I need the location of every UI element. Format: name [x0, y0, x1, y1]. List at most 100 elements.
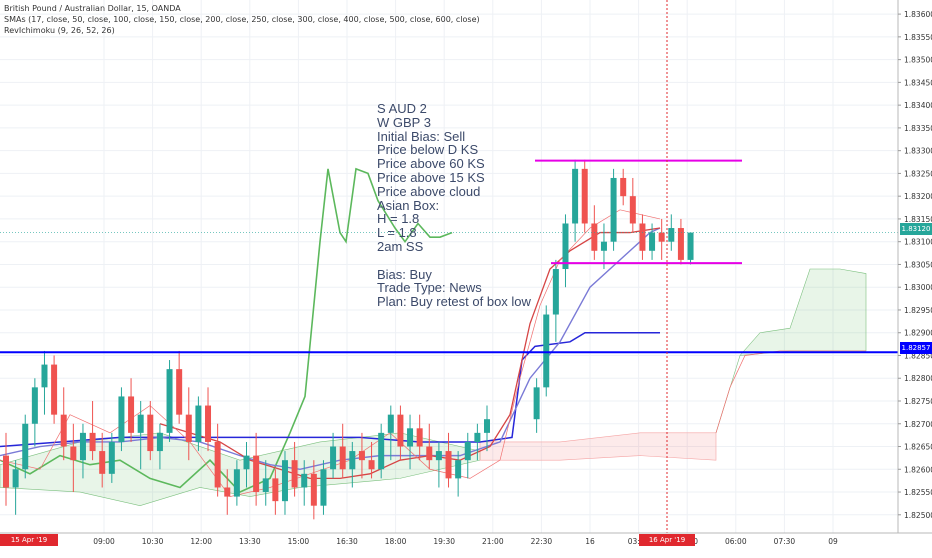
candle [387, 405, 394, 461]
candle-body [224, 487, 231, 497]
y-tick-label: 1.83350 [904, 124, 932, 133]
candle [224, 469, 231, 515]
candle-body [543, 314, 550, 388]
note-line: S AUD 2 [377, 101, 427, 116]
level-price-tag: 1.82857 [900, 342, 932, 354]
y-tick-label: 1.83250 [904, 169, 932, 178]
candle [445, 432, 452, 488]
candle-body [349, 451, 356, 470]
candle-body [435, 451, 442, 461]
candle-body [591, 223, 598, 251]
candle [41, 350, 48, 415]
drawn-overlays [0, 0, 898, 533]
candle-body [243, 455, 250, 470]
candle [272, 469, 279, 515]
candle-body [185, 414, 192, 442]
note-line: Plan: Buy retest of box low [377, 294, 531, 310]
candle-body [572, 168, 579, 224]
y-tick-label: 1.83450 [904, 78, 932, 87]
candle [687, 232, 694, 265]
x-tick-label: 18:00 [385, 537, 407, 546]
x-tick-label: 19:30 [433, 537, 455, 546]
price-axis: 1.83600 1.83550 1.83500 1.83450 1.83400 1.833… [897, 0, 932, 533]
candle [610, 168, 617, 251]
candle-body [649, 232, 656, 251]
candle-body [552, 269, 559, 315]
x-tick-label: 16:30 [336, 537, 358, 546]
candle-body [378, 432, 385, 470]
note-line: L = 1.8 [377, 225, 417, 241]
sma-line [0, 167, 453, 493]
candle-body [118, 396, 125, 442]
trade-plan-note[interactable]: S AUD 2 W GBP 3 Initial Bias: Sell Price… [377, 102, 531, 309]
candle [435, 441, 442, 488]
candle-body [272, 478, 279, 502]
symbol-title[interactable]: British Pound / Australian Dollar, 15, O… [4, 4, 181, 13]
candle-body [176, 369, 183, 415]
note-line: H = 1.8 [377, 211, 420, 227]
candle-body [31, 387, 38, 424]
candle-body [214, 441, 221, 488]
candle-body [310, 473, 317, 506]
candle-body [464, 441, 471, 461]
note-line: Price above 60 KS [377, 156, 485, 172]
note-line: Trade Type: News [377, 280, 482, 296]
x-tick-label: 10:30 [142, 537, 164, 546]
y-tick-label: 1.82800 [904, 374, 932, 383]
candle-body [60, 414, 67, 447]
candle [185, 387, 192, 461]
candle-body [668, 228, 675, 242]
candle [572, 159, 579, 242]
candle [31, 378, 38, 447]
y-tick-label: 1.82750 [904, 397, 932, 406]
ichimoku-indicator-label[interactable]: RevIchimoku (9, 26, 52, 26) [4, 26, 115, 35]
candle [533, 378, 540, 433]
candle [108, 432, 115, 483]
candle-body [339, 446, 346, 470]
note-line: W GBP 3 [377, 114, 431, 130]
y-tick-label: 1.83500 [904, 56, 932, 65]
candle-body [12, 469, 19, 488]
candle [668, 214, 675, 251]
y-tick-label: 1.82650 [904, 443, 932, 452]
candle [79, 423, 86, 479]
candle [639, 214, 646, 260]
candle [416, 414, 423, 461]
candle [214, 423, 221, 497]
candle-body [108, 441, 115, 474]
chart-grid [0, 0, 898, 533]
candle-body [320, 469, 327, 506]
candle [253, 432, 260, 506]
chikou-span [0, 209, 661, 497]
candle [378, 423, 385, 479]
y-tick-label: 1.82700 [904, 420, 932, 429]
start-date-tag: 15 Apr '19 02:00 [0, 534, 58, 556]
candle [128, 378, 135, 442]
note-line: Asian Box: [377, 197, 440, 213]
candle-body [233, 469, 240, 497]
candle [474, 423, 481, 461]
candle [543, 305, 550, 397]
candle [368, 441, 375, 479]
candle [358, 432, 365, 479]
candle [484, 405, 490, 452]
candle [291, 441, 298, 497]
sma-indicator-label[interactable]: SMAs (17, close, 50, close, 100, close, … [4, 15, 480, 24]
candle-body [407, 428, 414, 447]
candle-body [301, 473, 308, 488]
candle-body [79, 432, 86, 461]
candle [397, 405, 404, 461]
candle [349, 441, 356, 488]
y-tick-label: 1.82950 [904, 306, 932, 315]
candle-body [533, 387, 540, 420]
x-tick-label: 12:00 [190, 537, 212, 546]
candle [243, 441, 250, 488]
y-tick-label: 1.83550 [904, 33, 932, 42]
note-line [377, 254, 531, 268]
candle-body [51, 364, 58, 415]
candle [89, 401, 96, 461]
candle-body [484, 419, 490, 433]
candle [581, 159, 588, 233]
candle [156, 423, 163, 470]
